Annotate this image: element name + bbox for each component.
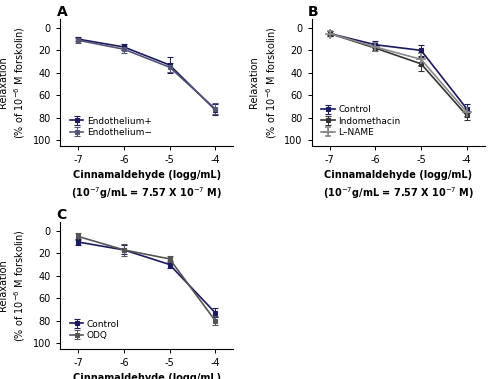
X-axis label: Cinnamaldehyde (logg/mL)
(10$^{-7}$g/mL = 7.57 X 10$^{-7}$ M): Cinnamaldehyde (logg/mL) (10$^{-7}$g/mL …: [322, 170, 474, 201]
Text: C: C: [56, 208, 67, 222]
Legend: Control, Indomethacin, L–NAME: Control, Indomethacin, L–NAME: [320, 103, 402, 139]
Text: B: B: [308, 5, 318, 19]
Legend: Endothelium+, Endothelium−: Endothelium+, Endothelium−: [68, 115, 154, 139]
Legend: Control, ODQ: Control, ODQ: [68, 318, 122, 341]
X-axis label: Cinnamaldehyde (logg/mL)
(10$^{-7}$g/mL = 7.57 X 10$^{-7}$ M): Cinnamaldehyde (logg/mL) (10$^{-7}$g/mL …: [71, 373, 223, 379]
Text: A: A: [56, 5, 68, 19]
Y-axis label: Relaxation
(% of 10$^{-6}$ M forskolin): Relaxation (% of 10$^{-6}$ M forskolin): [0, 26, 27, 139]
X-axis label: Cinnamaldehyde (logg/mL)
(10$^{-7}$g/mL = 7.57 X 10$^{-7}$ M): Cinnamaldehyde (logg/mL) (10$^{-7}$g/mL …: [71, 170, 223, 201]
Y-axis label: Relaxation
(% of 10$^{-6}$ M forskolin): Relaxation (% of 10$^{-6}$ M forskolin): [250, 26, 278, 139]
Y-axis label: Relaxation
(% of 10$^{-6}$ M forskolin): Relaxation (% of 10$^{-6}$ M forskolin): [0, 229, 27, 341]
